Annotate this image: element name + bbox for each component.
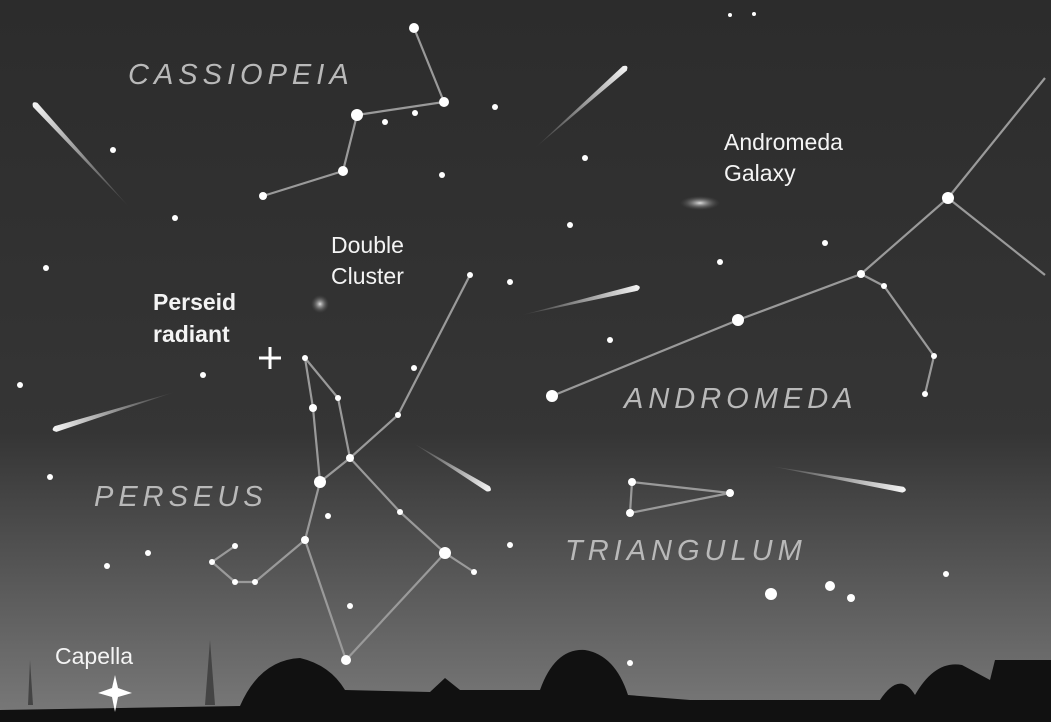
star	[728, 13, 732, 17]
star	[232, 579, 238, 585]
page: CASSIOPEIA ANDROMEDA PERSEUS TRIANGULUM …	[0, 0, 1051, 722]
sky-map: CASSIOPEIA ANDROMEDA PERSEUS TRIANGULUM …	[0, 0, 1051, 722]
andromeda-galaxy	[680, 196, 720, 210]
star	[47, 474, 53, 480]
star	[341, 655, 351, 665]
label-line: Capella	[55, 643, 133, 669]
star	[314, 476, 326, 488]
star	[252, 579, 258, 585]
star	[346, 454, 354, 462]
star	[17, 382, 23, 388]
star	[439, 547, 451, 559]
star	[412, 110, 418, 116]
constellation-label: TRIANGULUM	[565, 535, 807, 567]
label-line: Andromeda	[724, 129, 843, 155]
star	[627, 660, 633, 666]
star	[172, 215, 178, 221]
star	[351, 109, 363, 121]
star	[471, 569, 477, 575]
star	[259, 192, 267, 200]
star	[347, 603, 353, 609]
label-line: radiant	[153, 321, 230, 347]
star	[628, 478, 636, 486]
object-label: Capella	[55, 643, 133, 669]
star	[732, 314, 744, 326]
star	[847, 594, 855, 602]
star	[325, 513, 331, 519]
star	[382, 119, 388, 125]
star	[209, 559, 215, 565]
star	[200, 372, 206, 378]
sky	[0, 0, 1051, 722]
star	[765, 588, 777, 600]
star	[943, 571, 949, 577]
star	[309, 404, 317, 412]
star	[439, 97, 449, 107]
star	[546, 390, 558, 402]
star	[110, 147, 116, 153]
star	[104, 563, 110, 569]
star	[922, 391, 928, 397]
star	[507, 542, 513, 548]
star	[145, 550, 151, 556]
star	[232, 543, 238, 549]
star	[942, 192, 954, 204]
star	[567, 222, 573, 228]
star	[931, 353, 937, 359]
star	[409, 23, 419, 33]
label-line: Galaxy	[724, 160, 796, 186]
star	[492, 104, 498, 110]
star	[881, 283, 887, 289]
label-line: Perseid	[153, 289, 236, 315]
star	[439, 172, 445, 178]
star	[822, 240, 828, 246]
star	[338, 166, 348, 176]
star	[335, 395, 341, 401]
star	[825, 581, 835, 591]
star	[752, 12, 756, 16]
star	[302, 355, 308, 361]
star	[467, 272, 473, 278]
star	[395, 412, 401, 418]
constellation-label: CASSIOPEIA	[128, 59, 354, 91]
label-line: Cluster	[331, 263, 404, 289]
constellation-label: PERSEUS	[94, 481, 268, 513]
star	[857, 270, 865, 278]
star	[507, 279, 513, 285]
star	[717, 259, 723, 265]
star	[397, 509, 403, 515]
star	[726, 489, 734, 497]
star	[626, 509, 634, 517]
star	[582, 155, 588, 161]
star	[607, 337, 613, 343]
double-cluster	[311, 295, 329, 313]
star	[411, 365, 417, 371]
constellation-label: ANDROMEDA	[622, 383, 858, 415]
label-line: Double	[331, 232, 404, 258]
star	[43, 265, 49, 271]
star	[301, 536, 309, 544]
